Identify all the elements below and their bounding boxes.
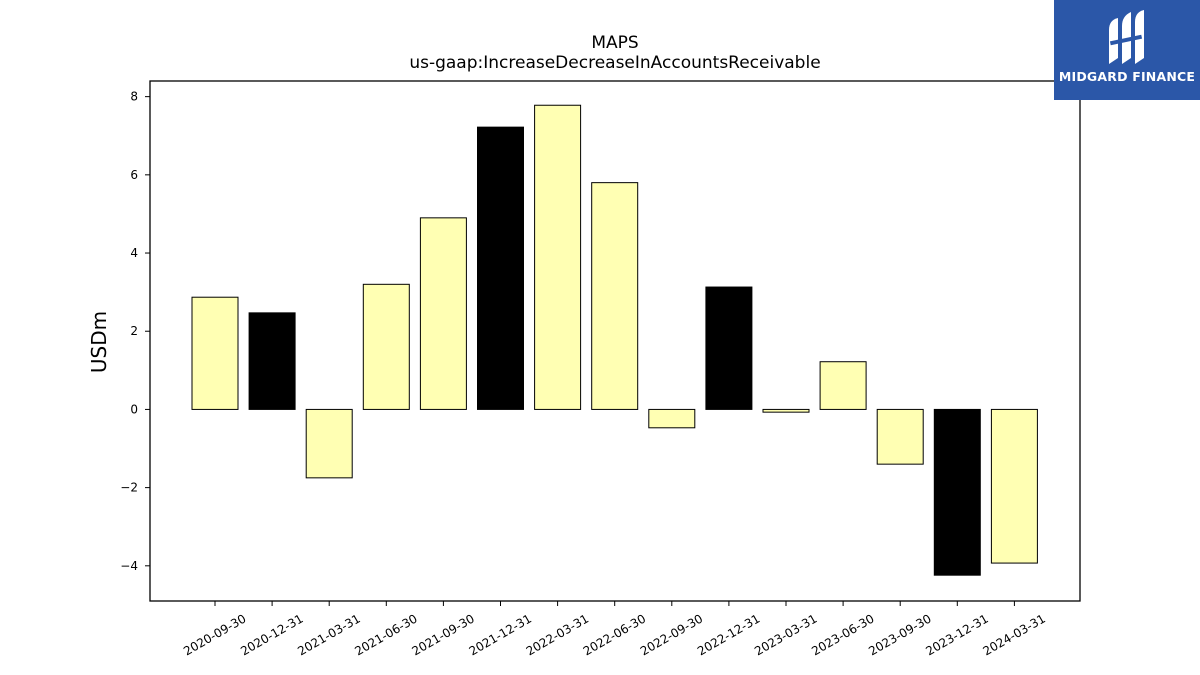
x-tick-label: 2023-12-31 [923,611,990,658]
brand-name: MIDGARD FINANCE [1058,69,1196,84]
bar-2022-12-31 [705,286,753,410]
chart-title: MAPS [591,33,638,53]
bar-2021-09-30 [419,217,467,410]
x-tick-label: 2023-03-31 [752,611,819,658]
bar-2020-09-30 [191,296,239,410]
y-tick-label: 8 [130,90,138,104]
x-tick-label: 2021-06-30 [352,611,419,658]
y-tick-label: 2 [130,324,138,338]
brand-logo: MIDGARD FINANCE [1054,0,1200,100]
bar-2023-03-31 [762,408,810,413]
midgard-logo-icon [1109,10,1144,64]
bar-2022-09-30 [648,408,696,429]
x-tick-label: 2023-09-30 [866,611,933,658]
y-tick-label: 0 [130,402,138,416]
y-axis-label: USDm [87,311,111,373]
x-tick-label: 2021-12-31 [467,611,534,658]
x-tick-label: 2022-09-30 [638,611,705,658]
bar-2021-03-31 [305,408,353,479]
bar-2022-06-30 [591,182,639,410]
x-tick-label: 2021-03-31 [295,611,362,658]
y-tick-label: −2 [120,481,138,495]
plot-area-frame [149,80,1081,602]
y-tick-label: −4 [120,559,138,573]
bar-2020-12-31 [248,312,296,410]
bars-group [191,104,1038,576]
bar-2021-12-31 [477,126,524,410]
x-tick-label: 2024-03-31 [980,611,1047,658]
x-tick-label: 2022-12-31 [695,611,762,658]
bar-2023-09-30 [876,408,924,465]
chart-subtitle: us-gaap:IncreaseDecreaseInAccountsReceiv… [409,53,820,73]
bar-2022-03-31 [534,104,582,410]
bar-2023-12-31 [933,408,981,576]
bar-2023-06-30 [819,361,867,410]
x-tick-label: 2020-09-30 [181,611,248,658]
bar-2021-06-30 [362,283,410,410]
x-tick-label: 2022-06-30 [581,611,648,658]
y-tick-label: 4 [130,246,138,260]
x-tick-label: 2022-03-31 [524,611,591,658]
x-tick-label: 2021-09-30 [409,611,476,658]
x-axis-ticks: 2020-09-302020-12-312021-03-312021-06-30… [181,601,1048,658]
x-tick-label: 2020-12-31 [238,611,305,658]
y-tick-label: 6 [130,168,138,182]
bar-2024-03-31 [990,408,1038,564]
x-tick-label: 2023-06-30 [809,611,876,658]
y-axis-ticks: −4 −2 0 2 4 6 8 [120,90,150,573]
